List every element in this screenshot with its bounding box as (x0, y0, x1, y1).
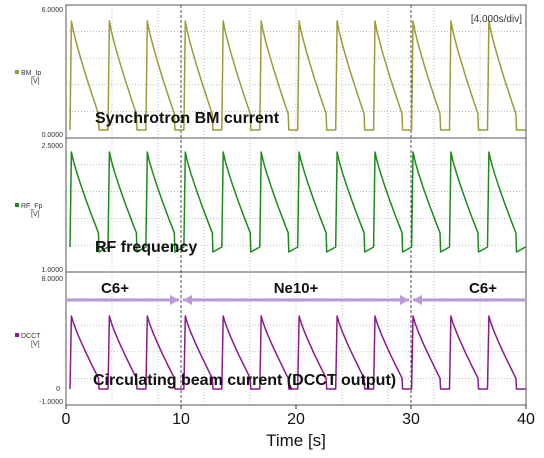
ion-arrow-head-right (170, 295, 179, 305)
grid-lines (66, 5, 526, 405)
bm-channel-label: BM_Ip (21, 70, 41, 77)
bm-y-bottom-label: 0.0000 (42, 132, 64, 139)
time-per-div-label: [4.000s/div] (471, 14, 522, 25)
ion-arrow-head-right (400, 295, 409, 305)
ion-segment-arrows (66, 295, 526, 305)
x-tick-label: 10 (172, 411, 190, 428)
rf-channel-marker (15, 203, 19, 207)
ion-arrow-head-left (183, 295, 192, 305)
dcct-y-top-label: 8.0000 (42, 276, 64, 283)
rf-trace-line (69, 151, 526, 253)
traces (69, 20, 526, 390)
dcct-caption: Circulating beam current (DCCT output) (93, 372, 396, 389)
bm-trace-line (69, 20, 526, 131)
dcct-channel-label: DCCT (21, 333, 41, 340)
rf-caption: RF frequency (95, 239, 197, 256)
bm-caption: Synchrotron BM current (95, 110, 280, 127)
dcct-channel-unit: [V] (31, 341, 40, 348)
x-axis-ticks: 0 10 20 30 40 (62, 405, 535, 428)
ion-label-c6-right: C6+ (469, 280, 497, 297)
ion-label-ne10: Ne10+ (274, 280, 319, 297)
bm-channel-marker (15, 70, 19, 74)
x-axis-label: Time [s] (266, 431, 326, 450)
rf-channel-unit: [V] (31, 211, 40, 218)
bm-y-top-label: 6.0000 (42, 7, 64, 14)
x-tick-label: 20 (287, 411, 305, 428)
bm-channel-unit: [V] (31, 78, 40, 85)
x-tick-label: 0 (62, 411, 71, 428)
ion-arrow-head-left (413, 295, 422, 305)
x-tick-label: 30 (402, 411, 420, 428)
rf-y-top-label: 2.5000 (42, 143, 64, 150)
dcct-channel-marker (15, 333, 19, 337)
dcct-trace-line (69, 315, 526, 390)
ion-label-c6-left: C6+ (101, 280, 129, 297)
ion-boundaries (180, 5, 412, 405)
rf-y-bottom-label: 1.0000 (42, 267, 64, 274)
dcct-y-bottom-label: -1.0000 (39, 399, 63, 406)
x-tick-label: 40 (517, 411, 535, 428)
dcct-y-zero-label: 0 (56, 386, 60, 393)
rf-channel-label: RF_Fp (21, 203, 43, 210)
